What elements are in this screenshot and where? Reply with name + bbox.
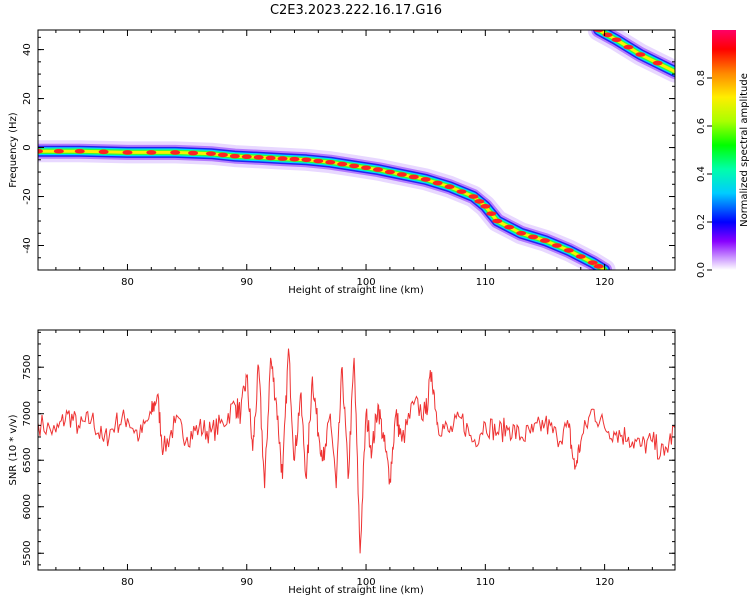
ridge-peak <box>217 152 228 158</box>
snr-series <box>38 348 675 554</box>
snr-panel: 80 90 100 110 120 5500 6000 6500 7000 7500 Height… <box>8 329 676 596</box>
snr-y-tick-label: 7000 <box>22 401 33 426</box>
ridge-peak <box>38 148 43 154</box>
ridge-peak <box>652 60 663 66</box>
colorbar-tick-label: 0.8 <box>696 70 707 86</box>
snr-axes: 80 90 100 110 120 5500 6000 6500 7000 7500 <box>22 330 675 588</box>
snr-x-tick-label: 100 <box>356 577 375 588</box>
colorbar-tick-label: 0.0 <box>696 262 707 278</box>
ridge-peak <box>480 204 491 209</box>
snr-x-tick-label: 80 <box>121 577 134 588</box>
snr-y-label: SNR (10 * v/v) <box>8 414 19 485</box>
colorbar-tick-label: 0.2 <box>696 214 707 230</box>
snr-y-tick-label: 6000 <box>22 494 33 519</box>
colorbar-ticks: 0.0 0.2 0.4 0.6 0.8 <box>696 70 712 278</box>
snr-y-tick-label: 6500 <box>22 448 33 473</box>
ridge-peak <box>265 155 276 161</box>
ridge-peak <box>623 44 634 50</box>
ridge-peak <box>205 151 216 156</box>
snr-x-tick-label: 110 <box>476 577 495 588</box>
ridge-peak <box>468 194 479 199</box>
ridge-peak <box>575 254 586 259</box>
spectrogram-y-tick-label: 0 <box>22 144 33 150</box>
ridge-peak <box>432 180 443 186</box>
colorbar-tick-label: 0.4 <box>696 166 707 182</box>
colorbar-gradient <box>712 30 736 270</box>
ridge-peak <box>384 169 395 175</box>
ridge-peak <box>528 234 539 240</box>
ridge-peak <box>456 189 467 194</box>
ridge-peak <box>486 211 497 216</box>
ridge-peak <box>253 155 264 160</box>
snr-y-tick-label: 7500 <box>22 354 33 379</box>
ridge-peak <box>539 238 550 243</box>
spectrogram-panel: 80 90 100 110 120 -40 -20 0 20 40 Height of strai… <box>8 29 676 296</box>
ridge-peak <box>170 150 181 155</box>
ridge-peak <box>74 148 85 154</box>
ridge-peak <box>420 177 431 182</box>
snr-y-tick-label: 5500 <box>22 541 33 566</box>
snr-x-tick-label: 120 <box>595 577 614 588</box>
ridge-peak <box>122 150 133 155</box>
ridge-peak <box>241 154 252 160</box>
ridge-peak <box>98 149 109 155</box>
ridge-peak <box>587 260 598 265</box>
ridge-peak <box>289 156 300 162</box>
snr-x-label: Height of straight line (km) <box>288 585 424 596</box>
ridge-peak <box>325 159 336 165</box>
ridge-peak <box>408 174 419 180</box>
ridge-peak <box>301 157 312 163</box>
spectrogram-ridges <box>38 30 675 270</box>
ridge-peak <box>146 150 157 155</box>
ridge-peak <box>53 148 64 154</box>
ridge-peak <box>361 165 372 171</box>
snr-background <box>38 330 675 570</box>
spectrogram-y-tick-label: 40 <box>22 43 33 56</box>
spectrogram-y-tick-label: -20 <box>22 188 33 204</box>
ridge-peak <box>516 230 527 236</box>
ridge-peak <box>349 163 360 169</box>
colorbar-tick-label: 0.6 <box>696 118 707 134</box>
spectrogram-x-tick-label: 110 <box>476 277 495 288</box>
ridge-peak <box>602 32 613 38</box>
ridge-peak <box>229 153 240 159</box>
spectrogram-frame <box>37 29 676 271</box>
ridge-peak <box>504 224 515 230</box>
spectrogram-x-tick-label: 80 <box>121 277 134 288</box>
ridge-peak <box>474 199 485 204</box>
ridge-peak <box>492 218 503 224</box>
ridge-peak <box>444 184 455 190</box>
spectrogram-x-tick-label: 120 <box>595 277 614 288</box>
snr-frame <box>37 329 676 571</box>
spectrogram-x-label: Height of straight line (km) <box>288 285 424 296</box>
ridge-peak <box>188 150 199 156</box>
ridge-peak <box>593 264 604 269</box>
ridge-peak <box>372 167 383 172</box>
spectrogram-x-tick-label: 100 <box>356 277 375 288</box>
spectrogram-x-tick-label: 90 <box>240 277 253 288</box>
ridge-peak <box>313 158 324 164</box>
snr-line <box>38 348 675 554</box>
spectrogram-y-tick-label: -40 <box>22 237 33 253</box>
snr-x-tick-label: 90 <box>240 577 253 588</box>
ridge-peak <box>635 52 646 57</box>
ridge-peak <box>563 248 574 253</box>
ridge-peak <box>396 172 407 177</box>
ridge-peak <box>611 37 622 43</box>
ridge-peak <box>551 243 562 248</box>
ridge-peak <box>337 161 348 167</box>
colorbar: 0.0 0.2 0.4 0.6 0.8 Normalized spectral ampl… <box>696 30 750 278</box>
colorbar-label: Normalized spectral amplitude <box>739 73 750 227</box>
ridge-peak <box>277 156 288 161</box>
spectrogram-y-tick-label: 20 <box>22 92 33 105</box>
figure-title: C2E3.2023.222.16.17.G16 <box>270 3 442 18</box>
spectrogram-y-label: Frequency (Hz) <box>8 112 19 188</box>
ridge-peak <box>593 30 604 33</box>
